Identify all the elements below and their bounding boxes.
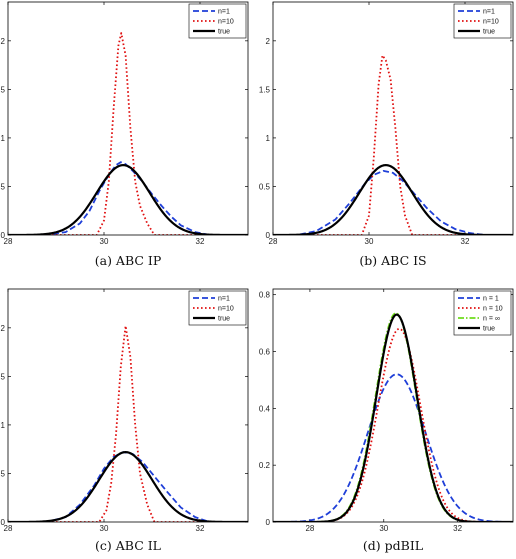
legend: n=1 n=10 true	[188, 3, 247, 39]
series-line-n-10	[8, 32, 248, 235]
y-tick-label: 0	[1, 231, 6, 240]
y-tick-label: 1	[1, 134, 6, 143]
chart-panel-c: 0 0.5 1 1.5 2 28 30 32 n=1 n=10 true (c) ABC IL	[0, 288, 249, 553]
y-tick-label: 0.5	[0, 469, 6, 478]
y-tick-label: 0.5	[259, 182, 271, 191]
y-tick-label: 2	[1, 324, 6, 333]
series-line-true	[273, 164, 513, 235]
x-tick-label: 28	[305, 524, 314, 533]
x-tick-label: 32	[196, 237, 205, 246]
legend-label: n = ∞	[483, 316, 500, 323]
series-line-n-10	[273, 327, 513, 522]
y-tick-label: 0.4	[259, 404, 271, 413]
x-tick-label: 30	[100, 524, 109, 533]
legend: n=1 n=10 true	[453, 3, 512, 39]
x-tick-label: 30	[379, 524, 388, 533]
legend-label: true	[218, 29, 230, 36]
axes-frame	[272, 1, 514, 236]
y-tick-label: 0	[266, 518, 271, 527]
legend-label: n = 1	[483, 296, 499, 303]
y-tick-label: 0.5	[0, 182, 6, 191]
series-line-n-1	[273, 373, 513, 522]
legend-label: n=10	[218, 306, 234, 313]
panel-caption: (c) ABC IL	[95, 538, 161, 553]
series-group	[8, 324, 248, 522]
series-line-true	[273, 313, 513, 522]
chart-panel-d: 0 0.2 0.4 0.6 0.8 28 30 32 n = 1 n = 10 n = ∞ true (…	[259, 288, 514, 553]
series-group	[273, 312, 513, 522]
series-line-true	[8, 164, 248, 235]
legend-label: n = 10	[483, 306, 503, 313]
x-tick-label: 32	[453, 524, 462, 533]
axes-frame	[7, 288, 249, 523]
axes-frame	[7, 1, 249, 236]
y-tick-label: 0.8	[259, 291, 271, 300]
x-tick-label: 28	[4, 237, 13, 246]
series-line-true	[8, 451, 248, 522]
chart-panel-a: 0 0.5 1 1.5 2 28 30 32 n=1 n=10 true (a) ABC IP	[0, 1, 249, 268]
x-tick-label: 28	[4, 524, 13, 533]
series-line-n-1	[8, 451, 248, 522]
series-line-n-10	[273, 54, 513, 235]
legend-label: n=1	[483, 9, 495, 16]
legend: n=1 n=10 true	[188, 290, 247, 326]
chart-panel-b: 0 0.5 1 1.5 2 28 30 32 n=1 n=10 true (b) ABC IS	[259, 1, 514, 268]
y-tick-label: 1.5	[0, 372, 6, 381]
panel-caption: (d) pdBIL	[363, 538, 423, 553]
series-line-n-1	[273, 170, 513, 235]
legend-label: n=1	[218, 9, 230, 16]
legend: n = 1 n = 10 n = ∞ true	[453, 290, 512, 336]
axes-frame	[272, 288, 514, 523]
y-tick-label: 1.5	[0, 85, 6, 94]
x-tick-label: 32	[196, 524, 205, 533]
x-tick-label: 28	[269, 237, 278, 246]
series-line-n-10	[8, 324, 248, 522]
series-line-n-	[273, 312, 513, 522]
y-tick-label: 0	[1, 518, 6, 527]
series-group	[273, 54, 513, 235]
y-tick-label: 0.6	[259, 348, 271, 357]
y-tick-label: 2	[266, 37, 271, 46]
y-tick-label: 2	[1, 37, 6, 46]
legend-label: n=1	[218, 296, 230, 303]
legend-label: n=10	[218, 19, 234, 26]
legend-label: true	[483, 29, 495, 36]
x-tick-label: 32	[461, 237, 470, 246]
legend-label: true	[483, 326, 495, 333]
y-tick-label: 1	[1, 421, 6, 430]
y-tick-label: 1.5	[259, 85, 271, 94]
x-tick-label: 30	[100, 237, 109, 246]
x-tick-label: 30	[365, 237, 374, 246]
y-tick-label: 0.2	[259, 461, 271, 470]
legend-label: n=10	[483, 19, 499, 26]
y-tick-label: 0	[266, 231, 271, 240]
legend-label: true	[218, 316, 230, 323]
panel-caption: (b) ABC IS	[359, 253, 426, 268]
series-line-n-1	[8, 161, 248, 235]
y-tick-label: 1	[266, 134, 271, 143]
panel-caption: (a) ABC IP	[95, 253, 162, 268]
series-group	[8, 32, 248, 235]
